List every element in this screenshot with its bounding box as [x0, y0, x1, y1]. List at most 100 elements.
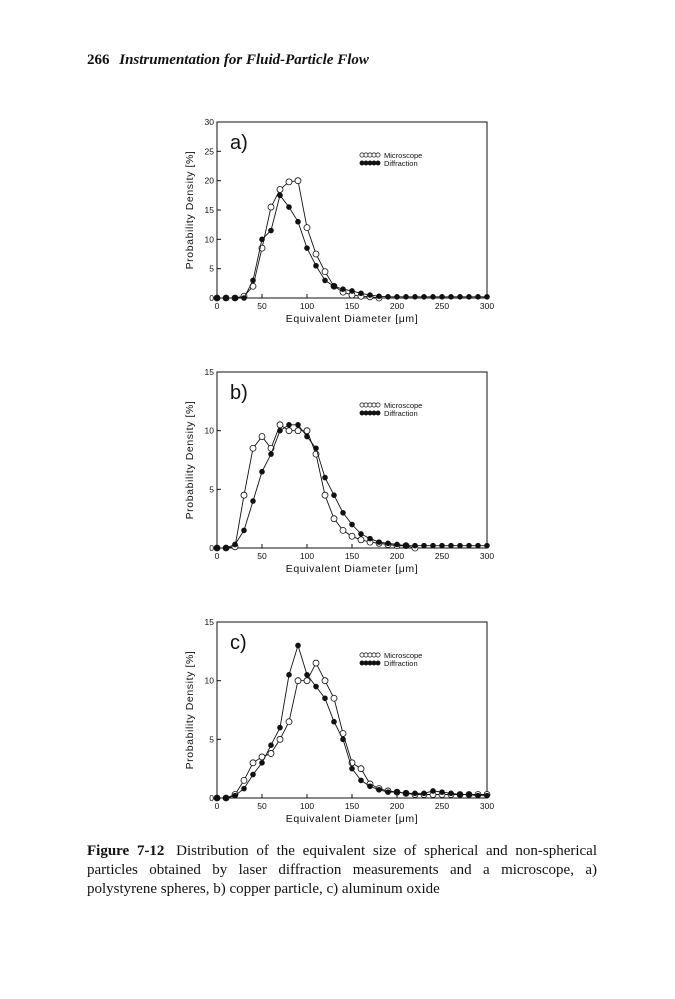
legend-entry: Diffraction [384, 159, 418, 168]
diffraction-point [403, 542, 409, 549]
diffraction-point [430, 542, 436, 549]
diffraction-point [349, 521, 355, 528]
diffraction-point [349, 765, 355, 772]
diffraction-point [223, 545, 229, 551]
diffraction-point [421, 790, 427, 797]
microscope-point [312, 659, 320, 667]
legend-marker [371, 152, 377, 158]
diffraction-point [331, 283, 337, 290]
diffraction-point [250, 771, 256, 778]
diffraction-point [367, 535, 373, 542]
x-tick-label: 250 [435, 301, 449, 311]
diffraction-point [259, 468, 265, 475]
legend-entry: Diffraction [384, 659, 418, 668]
diffraction-point [277, 427, 283, 434]
y-tick-label: 5 [209, 484, 214, 494]
microscope-point [249, 444, 257, 452]
y-axis-label: Probability Density [%] [184, 401, 196, 520]
diffraction-point [421, 542, 427, 549]
microscope-point [285, 718, 293, 726]
x-tick-label: 100 [300, 801, 314, 811]
x-tick-label: 300 [480, 551, 494, 561]
microscope-point [303, 677, 311, 685]
diffraction-point [430, 788, 436, 794]
microscope-point [276, 735, 284, 743]
diffraction-point [403, 294, 409, 300]
diffraction-point [214, 295, 220, 301]
diffraction-point [322, 277, 328, 284]
diffraction-point [277, 192, 283, 199]
plot-frame [216, 621, 488, 799]
diffraction-point [376, 539, 382, 545]
running-title: Instrumentation for Fluid-Particle Flow [119, 52, 369, 68]
x-tick-label: 200 [390, 801, 404, 811]
diffraction-point [475, 792, 481, 799]
diffraction-point [385, 294, 391, 300]
diffraction-point [232, 295, 238, 301]
legend-entry: Diffraction [384, 409, 418, 418]
diffraction-point [448, 294, 454, 300]
legend-marker [367, 652, 373, 658]
diffraction-point [322, 695, 328, 702]
legend-marker [367, 402, 373, 408]
microscope-point [348, 532, 356, 540]
legend-marker [363, 160, 369, 166]
diffraction-point [295, 218, 301, 225]
diffraction-point [304, 433, 310, 440]
running-header: 266 Instrumentation for Fluid-Particle F… [87, 52, 369, 69]
diffraction-point [223, 295, 229, 301]
microscope-point [267, 203, 275, 211]
microscope-point [240, 776, 248, 784]
diffraction-point [232, 792, 238, 799]
x-tick-label: 100 [300, 301, 314, 311]
x-tick-label: 200 [390, 551, 404, 561]
diffraction-point [376, 786, 382, 793]
series-line [217, 424, 487, 549]
diffraction-point [394, 541, 400, 548]
diffraction-point [268, 227, 274, 234]
x-tick-label: 150 [345, 301, 359, 311]
panel-label: c) [230, 632, 247, 654]
legend-marker [371, 160, 377, 166]
diffraction-point [358, 531, 364, 537]
microscope-point [285, 178, 293, 186]
microscope-point [258, 433, 266, 440]
diffraction-point [241, 527, 247, 534]
figure-panel-a: 0 50 100 150 200 250 300 0 5 10 15 20 25 30 Equivalent… [160, 112, 500, 327]
microscope-point [357, 765, 365, 773]
figure-panel-c: 0 50 100 150 200 250 300 0 5 10 15 Equivalent Diame… [160, 612, 500, 827]
microscope-point [294, 177, 302, 185]
diffraction-point [331, 718, 337, 725]
panel-label: a) [230, 132, 248, 154]
y-tick-label: 5 [209, 734, 214, 744]
legend-marker [359, 402, 365, 408]
x-tick-label: 250 [435, 801, 449, 811]
y-tick-label: 10 [205, 676, 215, 686]
x-tick-label: 50 [257, 551, 267, 561]
legend-marker [363, 152, 369, 158]
caption-label: Figure 7-12 [87, 843, 165, 859]
diffraction-point [385, 789, 391, 795]
page-number: 266 [87, 52, 110, 68]
legend-marker [359, 152, 365, 158]
diffraction-point [448, 790, 454, 797]
legend-entry: Microscope [384, 151, 422, 160]
series-line [217, 180, 380, 299]
plot-frame [216, 121, 488, 299]
legend-marker [371, 652, 377, 658]
diffraction-point [232, 541, 238, 548]
series-line [217, 194, 487, 299]
legend-marker [375, 160, 381, 166]
diffraction-point [394, 789, 400, 795]
y-tick-label: 20 [205, 176, 215, 186]
diffraction-point [439, 789, 445, 795]
legend-marker [367, 160, 373, 166]
diffraction-point [349, 288, 355, 294]
x-tick-label: 0 [215, 801, 220, 811]
diffraction-point [412, 294, 418, 300]
diffraction-point [322, 474, 328, 481]
microscope-point [276, 186, 284, 193]
diffraction-point [214, 545, 220, 551]
microscope-point [321, 491, 329, 499]
y-tick-label: 5 [209, 264, 214, 274]
